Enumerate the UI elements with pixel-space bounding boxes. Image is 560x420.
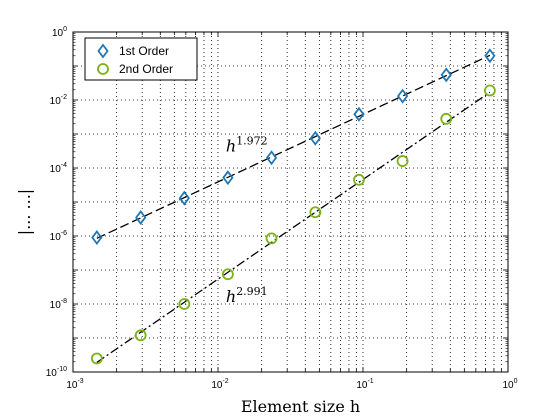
x-tick-label: 10-2 [211, 378, 228, 391]
x-axis-label: Element size h [241, 397, 360, 416]
data-point-diamond [136, 212, 145, 224]
fit-line-series-1 [97, 55, 490, 238]
x-tick-label: 10-3 [66, 378, 83, 391]
data-point-circle [354, 175, 364, 185]
axis-ticks [73, 32, 508, 372]
y-tick-label: 100 [52, 26, 67, 39]
legend: 1st Order 2nd Order [85, 38, 197, 80]
x-tick-labels: 10-3 10-2 10-1 100 [66, 378, 517, 391]
data-point-diamond [442, 69, 451, 81]
y-tick-label: 10-10 [46, 366, 67, 379]
data-marks [92, 50, 495, 364]
legend-label: 1st Order [119, 44, 169, 58]
y-tick-labels: 10-10 10-8 10-6 10-4 10-2 100 [46, 26, 67, 379]
plot-frame [73, 32, 508, 372]
y-tick-label: 10-2 [50, 94, 67, 107]
x-tick-label: 10-1 [356, 378, 373, 391]
data-point-circle [441, 114, 451, 124]
legend-label: 2nd Order [119, 62, 173, 76]
data-point-circle [310, 207, 320, 217]
x-tick-label: 100 [502, 378, 517, 391]
y-tick-label: 10-8 [50, 298, 67, 311]
data-point-circle [398, 156, 408, 166]
y-axis-label: |... ...| [15, 189, 34, 235]
fit-line-series-2 [97, 92, 490, 362]
fit-lines [97, 55, 490, 362]
grid-lines [73, 32, 508, 372]
y-tick-label: 10-4 [50, 162, 67, 175]
slope-annotation: h2.991 [226, 285, 268, 306]
y-tick-label: 10-6 [50, 230, 67, 243]
data-point-circle [485, 86, 495, 96]
